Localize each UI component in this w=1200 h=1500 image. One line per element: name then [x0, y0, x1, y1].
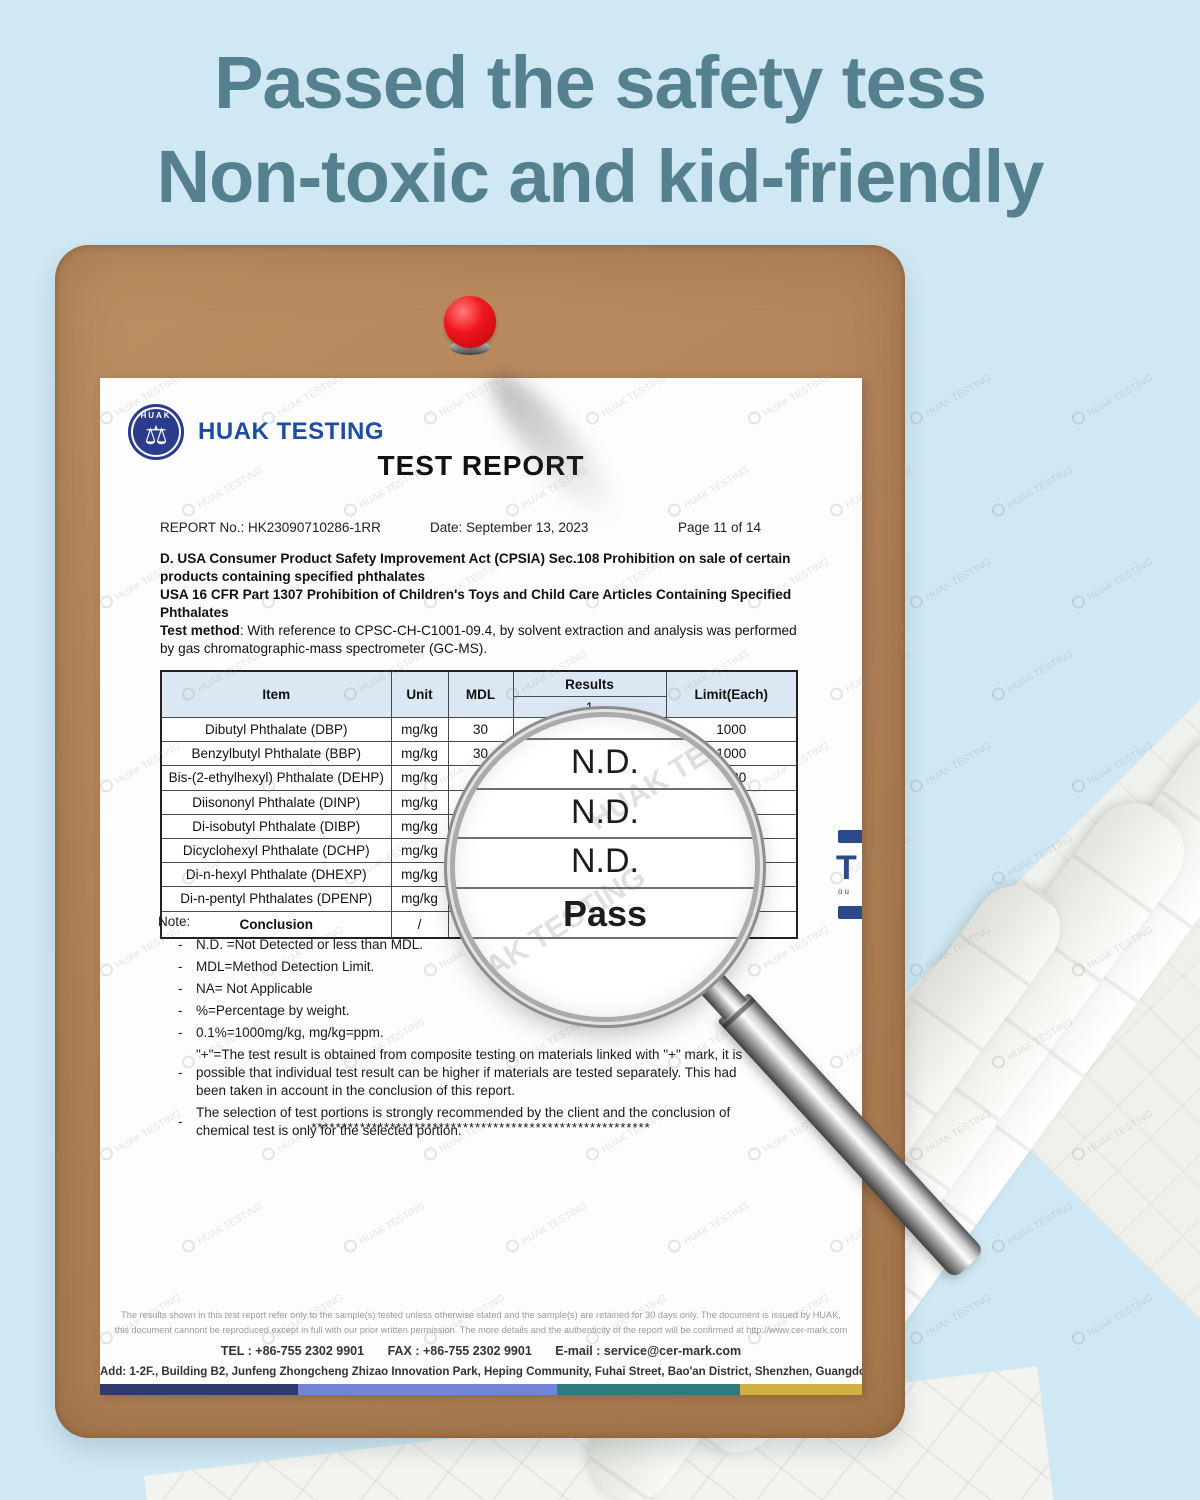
pushpin-head — [444, 296, 496, 348]
tel: TEL : +86-755 2302 9901 — [220, 1344, 365, 1358]
section-heading-d: D. USA Consumer Product Safety Improveme… — [160, 551, 791, 584]
footer-bar-segment — [298, 1384, 558, 1395]
emblem-text: HUAK — [140, 411, 172, 420]
contact-line: TEL : +86-755 2302 9901 FAX : +86-755 23… — [100, 1344, 862, 1358]
stamp-bar — [838, 906, 862, 919]
disclaimer-line1: The results shown in this test report re… — [121, 1310, 841, 1320]
lens-result: N.D. — [571, 793, 639, 831]
huak-emblem-icon: HUAK ⚖ — [128, 404, 184, 460]
footer-bar-segment — [740, 1384, 862, 1395]
note-item: - %=Percentage by weight. — [178, 1003, 350, 1018]
test-method-label: Test method — [160, 623, 240, 638]
note-item: - The selection of test portions is stron… — [178, 1105, 731, 1138]
col-header-results-sub: 1 — [512, 696, 667, 718]
headline: Passed the safety tess Non-toxic and kid… — [0, 36, 1200, 224]
col-header-item: Item — [160, 670, 392, 718]
lens-row-line — [455, 937, 755, 939]
stamp-subtext: ou — [838, 887, 851, 896]
address-line: Add: 1-2F., Building B2, Junfeng Zhongch… — [100, 1366, 862, 1378]
magnifier-lens: HUAK TESTING HUAK TESTING N.D. N.D. N.D.… — [450, 712, 760, 1022]
lens-row-line — [455, 788, 755, 790]
note-item: -0.1%=1000mg/kg, mg/kg=ppm. — [178, 1025, 384, 1040]
footer-bar-segment — [557, 1384, 741, 1395]
col-header-limit: Limit(Each) — [665, 670, 798, 718]
note-item: - NA= Not Applicable — [178, 981, 313, 996]
company-name: HUAK TESTING — [198, 418, 384, 445]
test-method-paragraph: Test method: With reference to CPSC-CH-C… — [160, 622, 810, 658]
stamp-bar — [838, 830, 862, 843]
headline-line2: Non-toxic and kid-friendly — [156, 134, 1045, 218]
fax: FAX : +86-755 2302 9901 — [387, 1344, 532, 1358]
notes-list: - N.D. =Not Detected or less than MDL. -M… — [178, 936, 768, 1144]
footer-color-bar — [100, 1384, 862, 1395]
report-page: Page 11 of 14 — [678, 520, 762, 535]
note-item: - N.D. =Not Detected or less than MDL. — [178, 937, 423, 952]
note-item: - MDL=Method Detection Limit. — [178, 959, 375, 974]
report-date: Date: September 13, 2023 — [430, 520, 589, 535]
section-heading-cfr: USA 16 CFR Part 1307 Prohibition of Chil… — [160, 587, 792, 620]
col-header-mdl: MDL — [447, 670, 514, 718]
disclaimer-text: The results shown in this test report re… — [100, 1308, 862, 1338]
lens-row-line — [455, 738, 755, 740]
disclaimer-line2: this document cannont be reproduced exce… — [114, 1325, 848, 1335]
report-number: REPORT No.: HK23090710286-1RR — [160, 520, 381, 535]
lens-row-line — [455, 837, 755, 839]
stamp-letter: T — [836, 849, 857, 887]
footer-bar-segment — [100, 1384, 299, 1395]
asterisk-separator: ****************************************… — [311, 1120, 651, 1135]
note-item: - "+"=The test result is obtained from co… — [178, 1047, 743, 1098]
headline-line1: Passed the safety tess — [214, 41, 987, 124]
huak-logo: HUAK ⚖ HUAK TESTING — [128, 404, 384, 460]
lens-result-conclusion: Pass — [562, 893, 648, 934]
report-title: TEST REPORT — [377, 450, 585, 481]
lens-result: N.D. — [571, 842, 639, 880]
test-method-text: : With reference to CPSC-CH-C1001-09.4, … — [160, 623, 797, 656]
partial-blue-stamp: T ou — [836, 830, 862, 927]
balance-scale-icon: ⚖ — [144, 420, 168, 450]
section-heading-block: D. USA Consumer Product Safety Improveme… — [160, 550, 810, 658]
lens-row-line — [455, 887, 755, 889]
lens-result: N.D. — [571, 743, 639, 781]
note-label: Note: — [158, 914, 191, 929]
col-header-results: Results — [512, 670, 667, 697]
col-header-unit: Unit — [390, 670, 449, 718]
email: E-mail : service@cer-mark.com — [555, 1344, 742, 1358]
